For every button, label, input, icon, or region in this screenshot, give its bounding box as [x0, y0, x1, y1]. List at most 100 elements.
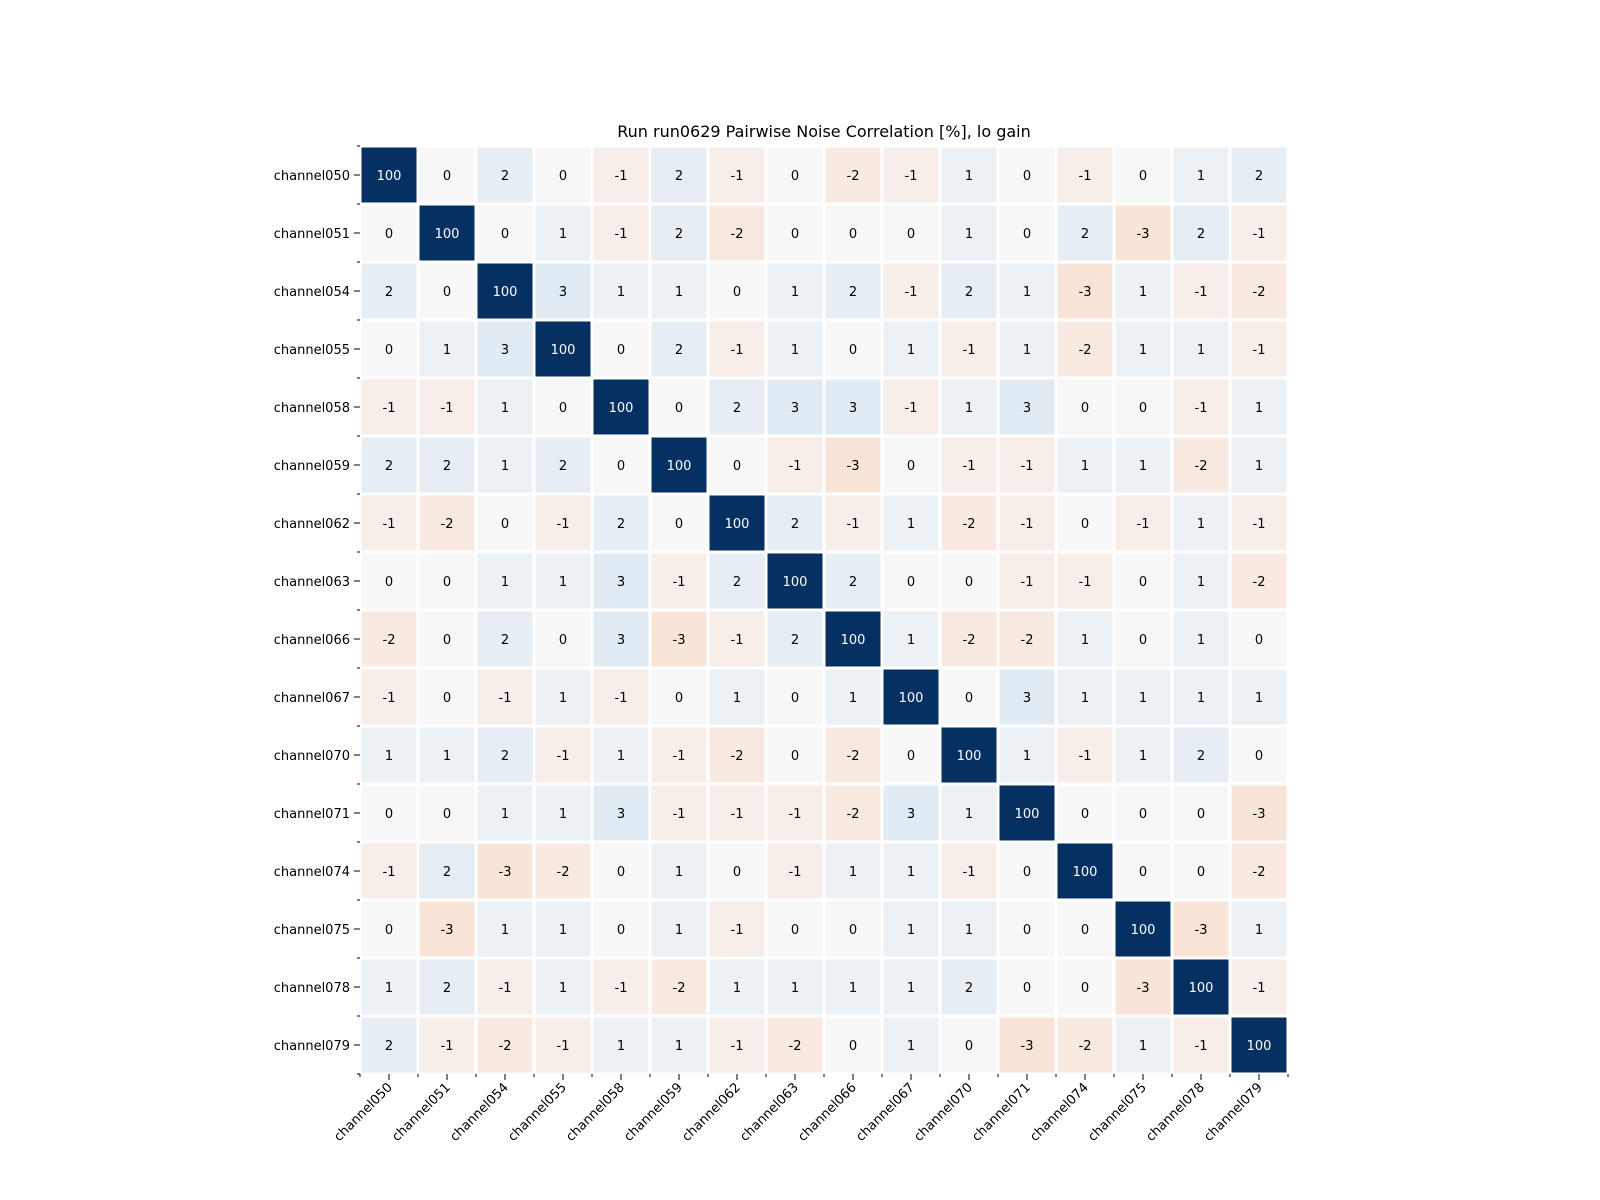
cell-value-label: 0: [1255, 633, 1263, 648]
cell-value-label: 1: [559, 575, 567, 590]
heatmap-cell: [1057, 901, 1113, 957]
heatmap-cell: [593, 321, 649, 377]
heatmap-cell: [1173, 263, 1229, 319]
cell-value-label: -1: [789, 459, 802, 474]
heatmap-cell: [1115, 321, 1171, 377]
heatmap-cell: [825, 727, 881, 783]
heatmap-cell: [1115, 727, 1171, 783]
cell-value-label: -3: [1021, 1039, 1034, 1054]
y-tick-label: channel054: [274, 285, 350, 300]
cell-value-label: 2: [501, 169, 509, 184]
heatmap-cell: [767, 553, 823, 609]
heatmap-cell: [709, 147, 765, 203]
cell-value-label: 1: [907, 865, 915, 880]
heatmap-cell: [651, 437, 707, 493]
heatmap-cell: [709, 205, 765, 261]
heatmap-cell: [1231, 1017, 1287, 1073]
heatmap-cell: [1115, 553, 1171, 609]
cell-value-label: -2: [673, 981, 686, 996]
heatmap-cell: [999, 263, 1055, 319]
heatmap-cell: [825, 437, 881, 493]
heatmap-cell: [883, 727, 939, 783]
heatmap-cell: [651, 727, 707, 783]
cell-value-label: -1: [557, 1039, 570, 1054]
cell-value-label: 2: [559, 459, 567, 474]
cell-value-label: 0: [617, 459, 625, 474]
cell-value-label: 1: [1139, 1039, 1147, 1054]
heatmap-cell: [883, 901, 939, 957]
cell-value-label: 0: [791, 923, 799, 938]
cell-value-label: 0: [849, 1039, 857, 1054]
heatmap-cell: [941, 727, 997, 783]
heatmap-cell: [593, 901, 649, 957]
heatmap-cell: [651, 1017, 707, 1073]
heatmap-cell: [535, 727, 591, 783]
heatmap-cell: [999, 553, 1055, 609]
cell-value-label: -1: [1021, 575, 1034, 590]
cell-value-label: 2: [443, 865, 451, 880]
heatmap-cell: [767, 263, 823, 319]
cell-value-label: 100: [551, 343, 576, 358]
heatmap-cell: [767, 379, 823, 435]
heatmap-cell: [361, 727, 417, 783]
heatmap-cell: [1057, 611, 1113, 667]
heatmap-cell: [767, 1017, 823, 1073]
x-tick-label: channel067: [853, 1080, 918, 1145]
cell-value-label: 3: [849, 401, 857, 416]
heatmap-cell: [593, 727, 649, 783]
heatmap-cell: [535, 205, 591, 261]
cell-value-label: -2: [1253, 285, 1266, 300]
cell-value-label: 0: [443, 807, 451, 822]
cell-value-label: 1: [907, 923, 915, 938]
cell-value-label: 0: [385, 343, 393, 358]
cell-value-label: 0: [385, 807, 393, 822]
heatmap-cell: [825, 901, 881, 957]
heatmap-cell: [941, 437, 997, 493]
heatmap-cell: [419, 1017, 475, 1073]
heatmap-cell: [999, 669, 1055, 725]
y-tick-label: channel055: [274, 343, 350, 358]
y-tick-label: channel063: [274, 575, 350, 590]
cell-value-label: 100: [1131, 923, 1156, 938]
cell-value-label: -1: [731, 343, 744, 358]
cell-value-label: -1: [383, 517, 396, 532]
cell-value-label: 2: [443, 459, 451, 474]
cell-value-label: -1: [615, 227, 628, 242]
heatmap-cell: [361, 495, 417, 551]
heatmap-cell: [709, 843, 765, 899]
heatmap-cell: [419, 321, 475, 377]
heatmap-cell: [767, 205, 823, 261]
cell-value-label: 0: [1023, 169, 1031, 184]
heatmap-cell: [1173, 147, 1229, 203]
cell-value-label: 1: [1197, 633, 1205, 648]
cell-value-label: 0: [617, 923, 625, 938]
heatmap-cell: [1231, 611, 1287, 667]
heatmap-cell: [1231, 843, 1287, 899]
y-tick-label: channel067: [274, 691, 350, 706]
cell-value-label: -1: [441, 1039, 454, 1054]
cell-value-label: 0: [1023, 865, 1031, 880]
cell-value-label: 1: [1255, 401, 1263, 416]
heatmap-cell: [1057, 785, 1113, 841]
cell-value-label: -1: [615, 169, 628, 184]
cell-value-label: 1: [1197, 517, 1205, 532]
heatmap-cell: [709, 785, 765, 841]
cell-value-label: 1: [443, 749, 451, 764]
cell-value-label: -2: [847, 749, 860, 764]
cell-value-label: 3: [1023, 691, 1031, 706]
heatmap-cell: [477, 263, 533, 319]
heatmap-cell: [825, 843, 881, 899]
heatmap-cell: [709, 437, 765, 493]
cell-value-label: 0: [1139, 401, 1147, 416]
cell-value-label: -2: [441, 517, 454, 532]
cell-value-label: -1: [963, 459, 976, 474]
heatmap-cell: [535, 495, 591, 551]
heatmap-cell: [941, 611, 997, 667]
cell-value-label: 2: [965, 285, 973, 300]
y-tick-label: channel051: [274, 227, 350, 242]
heatmap-cell: [1231, 727, 1287, 783]
heatmap-cell: [941, 785, 997, 841]
heatmap-cell: [1173, 1017, 1229, 1073]
cell-value-label: 1: [849, 865, 857, 880]
heatmap-cell: [1231, 205, 1287, 261]
